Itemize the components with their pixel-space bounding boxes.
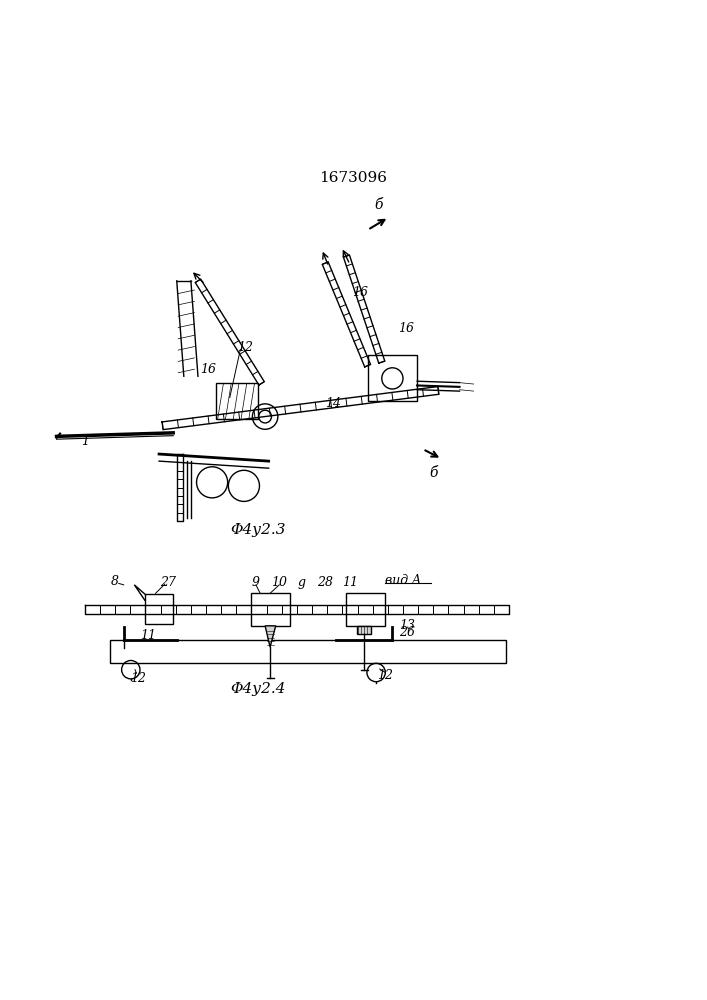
Text: Φ4у2.3: Φ4у2.3 [230,523,286,537]
Text: 16: 16 [352,286,368,299]
Bar [145,594,173,624]
Text: 16: 16 [200,363,216,376]
Text: 8: 8 [111,575,119,588]
Text: 14: 14 [325,397,341,410]
Polygon shape [265,626,276,647]
Text: 12: 12 [130,672,146,685]
Bar [368,355,417,401]
Polygon shape [134,585,152,600]
Text: 16: 16 [398,322,414,335]
Text: б: б [374,198,382,212]
Text: 10: 10 [271,576,287,589]
Bar [251,593,290,626]
Bar [357,626,371,634]
Text: 1673096: 1673096 [320,171,387,185]
Text: б: б [429,466,438,480]
Text: 28: 28 [317,576,333,589]
Bar [346,593,385,626]
Text: 12: 12 [378,669,393,682]
Text: вид A: вид A [385,574,421,587]
Text: 13: 13 [399,619,416,632]
Text: 27: 27 [160,576,175,589]
Text: 11: 11 [141,629,156,642]
Text: 11: 11 [342,576,358,589]
Text: Φ4у2.4: Φ4у2.4 [230,682,286,696]
Text: 1: 1 [81,435,89,448]
Bar [110,640,506,663]
Text: 26: 26 [399,626,416,639]
Bar [216,383,258,419]
Text: 9: 9 [252,576,260,589]
Text: 12: 12 [237,341,253,354]
Text: g: g [298,576,306,589]
